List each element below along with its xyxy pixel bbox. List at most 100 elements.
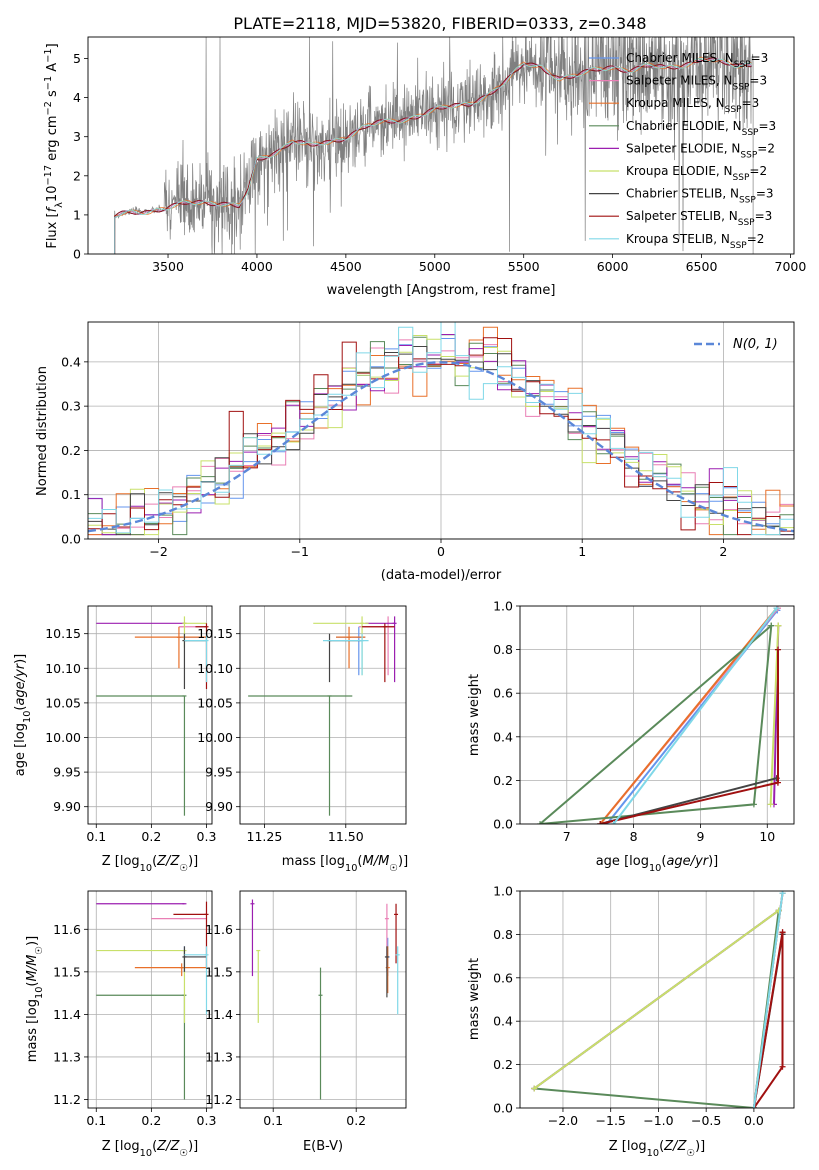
series-marker: [774, 779, 781, 786]
model-spectrum-line: [114, 58, 752, 254]
y-tick-label: 10.05: [45, 695, 81, 710]
x-tick-label: −0.5: [691, 1113, 721, 1128]
mass-weight-vs-age-plot-area: [520, 606, 794, 824]
y-tick-label: 11.3: [205, 1049, 233, 1064]
x-tick-label: −1.5: [596, 1113, 626, 1128]
legend-label: Salpeter STELIB, NSSP=3: [626, 209, 772, 228]
mass-weight-line: [599, 649, 779, 824]
mass-weight-vs-Z-plot-area: [520, 891, 794, 1108]
y-tick-label: 0.6: [493, 686, 513, 701]
y-tick-label: 9.95: [53, 765, 81, 780]
x-axis-label: Z [log10(Z/Z☉)]: [102, 854, 199, 874]
mass-weight-vs-Z-frame: [519, 890, 795, 1109]
x-tick-label: 0.2: [141, 1113, 161, 1128]
y-tick-label: 10.15: [45, 626, 81, 641]
x-tick-label: 1: [578, 544, 586, 559]
y-tick-label: 0.2: [493, 1057, 513, 1072]
residuals-panel: −2 −1 0 1 2 0.0 0.1 0.2 0.3 0.4 N(0, 1) Normed dist…: [35, 321, 795, 583]
model-spectrum-line: [114, 56, 752, 254]
residual-histogram-step: [88, 322, 794, 536]
age-vs-mass-frame: [239, 605, 407, 825]
age-vs-Z-panel: 0.1 0.2 0.3 9.90 9.95 10.00 10.05 10.10 10.15 Z […: [13, 605, 217, 874]
y-axis-label: mass [log10(M/M☉)]: [25, 936, 45, 1062]
model-spectrum-line: [114, 57, 752, 254]
x-tick-label: 9: [696, 829, 704, 844]
mass-weight-line: [599, 607, 778, 824]
mass-vs-Z-frame: [87, 890, 213, 1109]
y-axis-label: mass weight: [467, 674, 482, 756]
y-tick-label: 0.3: [61, 399, 81, 414]
x-tick-label: 0.2: [141, 829, 161, 844]
x-tick-label: 6000: [597, 259, 629, 274]
x-tick-label: 10: [759, 829, 775, 844]
y-tick-label: 5: [73, 51, 81, 66]
y-tick-label: 0.0: [493, 1101, 513, 1116]
series-marker: [750, 801, 757, 808]
legend-label: Salpeter MILES, NSSP=3: [626, 74, 767, 93]
y-tick-label: 0.4: [61, 354, 81, 369]
legend-label: Kroupa ELODIE, NSSP=2: [626, 164, 767, 183]
mass-weight-line: [599, 777, 777, 824]
mass-vs-Z-plot-area: [88, 891, 212, 1108]
y-tick-label: 11.2: [53, 1092, 81, 1107]
x-tick-label: 6500: [686, 259, 718, 274]
y-tick-label: 9.95: [205, 765, 233, 780]
series-marker: [779, 929, 786, 936]
y-tick-label: 9.90: [53, 799, 81, 814]
figure-title: PLATE=2118, MJD=53820, FIBERID=0333, z=0…: [233, 14, 646, 33]
y-tick-label: 11.3: [53, 1049, 81, 1064]
series-marker: [597, 821, 604, 824]
y-tick-label: 1: [73, 207, 81, 222]
legend-label: Kroupa MILES, NSSP=3: [626, 96, 759, 115]
x-axis-label: wavelength [Angstrom, rest frame]: [327, 283, 556, 298]
y-tick-label: 11.6: [205, 922, 233, 937]
mass-vs-EBV-panel: 0.1 0.2 11.2 11.3 11.4 11.5 11.6 E(B-V): [205, 890, 407, 1154]
x-tick-label: 0.0: [744, 1113, 764, 1128]
series-marker: [779, 1063, 786, 1070]
y-tick-label: 1.0: [493, 884, 513, 899]
y-tick-label: 11.4: [53, 1007, 81, 1022]
x-tick-label: 5500: [508, 259, 540, 274]
y-tick-label: 11.4: [205, 1007, 233, 1022]
y-axis-label: age [log10(age/yr)]: [13, 654, 33, 777]
y-tick-label: 1.0: [493, 599, 513, 614]
y-tick-label: 0.0: [61, 532, 81, 547]
series-marker: [775, 622, 782, 629]
series-marker: [537, 821, 544, 824]
series-marker: [531, 1085, 538, 1092]
series-marker: [768, 622, 775, 629]
x-tick-label: 2: [719, 544, 727, 559]
x-axis-label: mass [log10(M/M☉)]: [282, 854, 408, 874]
y-tick-label: 10.10: [197, 661, 233, 676]
x-axis-label: Z [log10(Z/Z☉)]: [102, 1139, 199, 1159]
spectrum-panel: 3500 4000 4500 5000 5500 6000 6500 7000 0 1 2 3 4 5 Ch…: [43, 36, 807, 298]
y-axis-label: Normed distribution: [35, 366, 50, 496]
x-axis-label: (data-model)/error: [381, 568, 502, 583]
x-tick-label: 0: [437, 544, 445, 559]
x-tick-label: 11.25: [247, 829, 283, 844]
residuals-frame: [87, 321, 795, 540]
x-tick-label: −1: [291, 544, 309, 559]
x-tick-label: 0.3: [197, 829, 217, 844]
x-axis-label: age [log10(age/yr)]: [596, 854, 719, 874]
mass-vs-Z-panel: 0.1 0.2 0.3 11.2 11.3 11.4 11.5 11.6 Z [log10(Z/…: [25, 890, 216, 1159]
legend-label: Chabrier ELODIE, NSSP=3: [626, 119, 776, 138]
y-tick-label: 10.10: [45, 661, 81, 676]
x-tick-label: −2.0: [548, 1113, 578, 1128]
x-tick-label: 3500: [152, 259, 184, 274]
legend-label: Kroupa STELIB, NSSP=2: [626, 232, 764, 251]
y-tick-label: 3: [73, 129, 81, 144]
y-tick-label: 10.05: [197, 695, 233, 710]
y-tick-label: 10.00: [45, 730, 81, 745]
age-vs-Z-plot-area: [88, 606, 212, 824]
legend-label: Salpeter ELODIE, NSSP=2: [626, 141, 775, 160]
x-axis-label: E(B-V): [303, 1139, 343, 1154]
observed-spectrum-line: [114, 37, 754, 254]
mass-weight-line: [752, 932, 784, 1108]
mass-vs-EBV-plot-area: [240, 891, 406, 1108]
legend-label: Chabrier STELIB, NSSP=3: [626, 187, 774, 206]
y-tick-label: 11.5: [205, 964, 233, 979]
x-tick-label: 7000: [775, 259, 807, 274]
series-marker: [774, 646, 781, 653]
